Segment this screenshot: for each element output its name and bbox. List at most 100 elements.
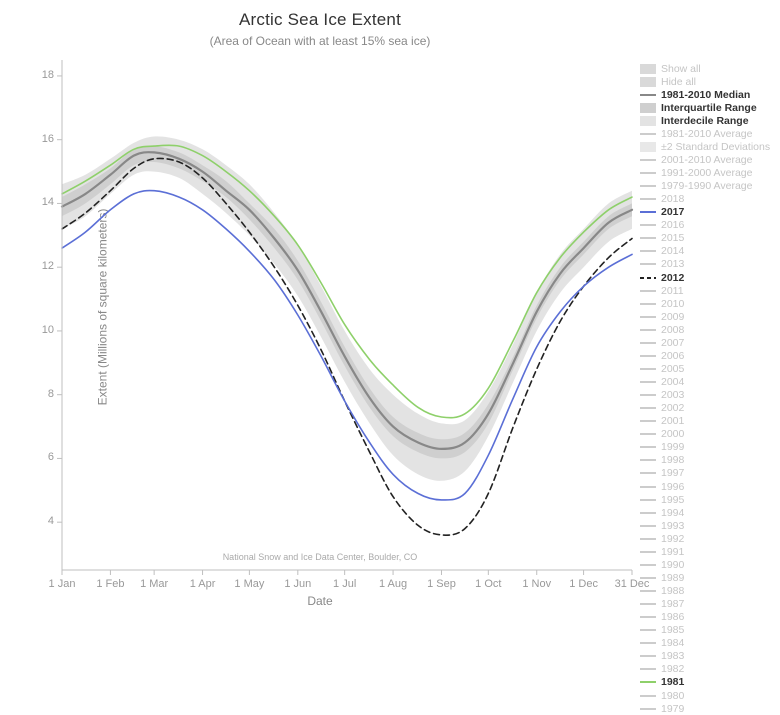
box-swatch-icon — [640, 103, 656, 113]
legend-item[interactable]: 1992 — [640, 532, 770, 545]
legend-item[interactable]: 2013 — [640, 258, 770, 271]
legend-label: 1995 — [661, 494, 684, 506]
line-swatch-icon — [640, 704, 656, 714]
box-swatch-icon — [640, 64, 656, 74]
legend-label: 1981 — [661, 676, 684, 688]
legend-item[interactable]: 2014 — [640, 245, 770, 258]
legend-item[interactable]: 1996 — [640, 480, 770, 493]
legend-label: Show all — [661, 63, 701, 75]
y-tick-label: 10 — [42, 324, 54, 336]
line-swatch-icon — [640, 246, 656, 256]
line-swatch-icon — [640, 194, 656, 204]
line-swatch-icon — [640, 586, 656, 596]
line-swatch-icon — [640, 338, 656, 348]
legend-item[interactable]: 2011 — [640, 284, 770, 297]
legend-item[interactable]: 1999 — [640, 441, 770, 454]
line-swatch-icon — [640, 651, 656, 661]
legend-item[interactable]: 1991-2000 Average — [640, 167, 770, 180]
legend-item[interactable]: 2003 — [640, 389, 770, 402]
legend-item[interactable]: 2008 — [640, 323, 770, 336]
legend-item[interactable]: 2017 — [640, 206, 770, 219]
legend-item[interactable]: 1986 — [640, 611, 770, 624]
legend-item[interactable]: 1990 — [640, 558, 770, 571]
legend-item[interactable]: 2015 — [640, 232, 770, 245]
legend-item[interactable]: 1988 — [640, 585, 770, 598]
chart-subtitle: (Area of Ocean with at least 15% sea ice… — [0, 34, 640, 48]
legend-item[interactable]: 2010 — [640, 297, 770, 310]
line-swatch-icon — [640, 508, 656, 518]
y-tick-label: 14 — [42, 196, 54, 208]
legend-item[interactable]: 1995 — [640, 493, 770, 506]
legend-item[interactable]: 2018 — [640, 193, 770, 206]
x-tick-label: 1 Sep — [427, 578, 456, 590]
legend-item[interactable]: 2001 — [640, 415, 770, 428]
legend-item[interactable]: 2005 — [640, 362, 770, 375]
y-tick-label: 16 — [42, 133, 54, 145]
legend-item[interactable]: 2004 — [640, 376, 770, 389]
legend-item[interactable]: 2009 — [640, 310, 770, 323]
legend-label: 1981-2010 Average — [661, 128, 752, 140]
legend-label: 2017 — [661, 206, 684, 218]
legend-item[interactable]: ±2 Standard Deviations — [640, 140, 770, 153]
legend-label: 1990 — [661, 559, 684, 571]
legend-label: 1998 — [661, 454, 684, 466]
legend-item[interactable]: 2006 — [640, 349, 770, 362]
legend-item[interactable]: 1997 — [640, 467, 770, 480]
legend-item[interactable]: Interdecile Range — [640, 114, 770, 127]
legend-item[interactable]: 2000 — [640, 428, 770, 441]
legend-item[interactable]: 1983 — [640, 650, 770, 663]
legend-item[interactable]: 1979-1990 Average — [640, 180, 770, 193]
line-swatch-icon — [640, 351, 656, 361]
legend-label: 1993 — [661, 520, 684, 532]
legend-item[interactable]: Interquartile Range — [640, 101, 770, 114]
legend-item[interactable]: 2001-2010 Average — [640, 153, 770, 166]
chart-container: Arctic Sea Ice Extent (Area of Ocean wit… — [0, 0, 780, 614]
box-swatch-icon — [640, 77, 656, 87]
legend-item[interactable]: 1981-2010 Median — [640, 88, 770, 101]
legend-label: 2008 — [661, 324, 684, 336]
legend-item[interactable]: 2007 — [640, 336, 770, 349]
legend-item[interactable]: 1981 — [640, 676, 770, 689]
legend-item[interactable]: 2002 — [640, 402, 770, 415]
legend-item[interactable]: Hide all — [640, 75, 770, 88]
line-swatch-icon — [640, 168, 656, 178]
legend-item[interactable]: 1985 — [640, 624, 770, 637]
legend-label: 2009 — [661, 311, 684, 323]
line-swatch-icon — [640, 273, 656, 283]
legend-item[interactable]: Show all — [640, 62, 770, 75]
legend-label: 2014 — [661, 245, 684, 257]
line-swatch-icon — [640, 181, 656, 191]
y-tick-label: 4 — [48, 515, 54, 527]
line-swatch-icon — [640, 207, 656, 217]
x-tick-label: 1 Jul — [333, 578, 356, 590]
line-swatch-icon — [640, 534, 656, 544]
legend-label: 1991 — [661, 546, 684, 558]
legend-item[interactable]: 1998 — [640, 454, 770, 467]
legend-label: 1982 — [661, 663, 684, 675]
x-tick-label: 1 Mar — [140, 578, 168, 590]
legend-label: Interquartile Range — [661, 102, 757, 114]
legend: Show allHide all1981-2010 MedianInterqua… — [640, 62, 770, 715]
legend-item[interactable]: 1989 — [640, 571, 770, 584]
legend-label: 2010 — [661, 298, 684, 310]
legend-item[interactable]: 1994 — [640, 506, 770, 519]
line-swatch-icon — [640, 599, 656, 609]
y-tick-label: 6 — [48, 451, 54, 463]
line-swatch-icon — [640, 468, 656, 478]
legend-label: 1991-2000 Average — [661, 167, 752, 179]
line-swatch-icon — [640, 547, 656, 557]
legend-label: 1994 — [661, 507, 684, 519]
line-swatch-icon — [640, 90, 656, 100]
legend-item[interactable]: 1981-2010 Average — [640, 127, 770, 140]
line-swatch-icon — [640, 664, 656, 674]
legend-item[interactable]: 1980 — [640, 689, 770, 702]
legend-item[interactable]: 1993 — [640, 519, 770, 532]
legend-item[interactable]: 1984 — [640, 637, 770, 650]
legend-item[interactable]: 1982 — [640, 663, 770, 676]
legend-item[interactable]: 1979 — [640, 702, 770, 715]
legend-item[interactable]: 1991 — [640, 545, 770, 558]
legend-item[interactable]: 2012 — [640, 271, 770, 284]
box-swatch-icon — [640, 142, 656, 152]
legend-item[interactable]: 1987 — [640, 598, 770, 611]
legend-item[interactable]: 2016 — [640, 219, 770, 232]
